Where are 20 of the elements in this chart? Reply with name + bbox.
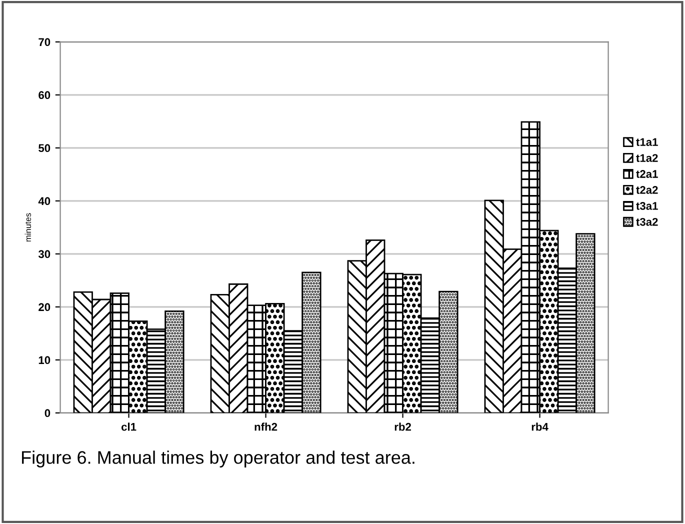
y-tick-label: 70 bbox=[38, 38, 50, 46]
legend-label: t2a2 bbox=[636, 186, 658, 194]
y-tick-label: 60 bbox=[38, 91, 50, 100]
legend-label: t3a2 bbox=[636, 218, 658, 226]
y-tick-label: 40 bbox=[38, 197, 50, 206]
y-tick-label: 0 bbox=[44, 409, 50, 418]
x-tick-label: cl1 bbox=[121, 422, 136, 431]
x-tick-label: rb4 bbox=[532, 422, 548, 431]
legend-label: t1a1 bbox=[636, 138, 658, 146]
y-tick-label: 50 bbox=[38, 144, 50, 152]
x-tick-label: rb2 bbox=[394, 422, 411, 431]
y-tick-label: 30 bbox=[38, 250, 50, 258]
legend-label: t3a1 bbox=[636, 202, 658, 210]
y-axis-title: minutes bbox=[24, 213, 31, 242]
y-tick-label: 10 bbox=[38, 356, 50, 364]
x-tick-label: nfh2 bbox=[254, 422, 278, 431]
legend-label: t1a2 bbox=[636, 154, 658, 162]
caption: Figure 6. Manual times by operator and test area. bbox=[22, 450, 414, 468]
legend-label: t2a1 bbox=[636, 170, 658, 178]
y-tick-label: 20 bbox=[38, 303, 50, 312]
